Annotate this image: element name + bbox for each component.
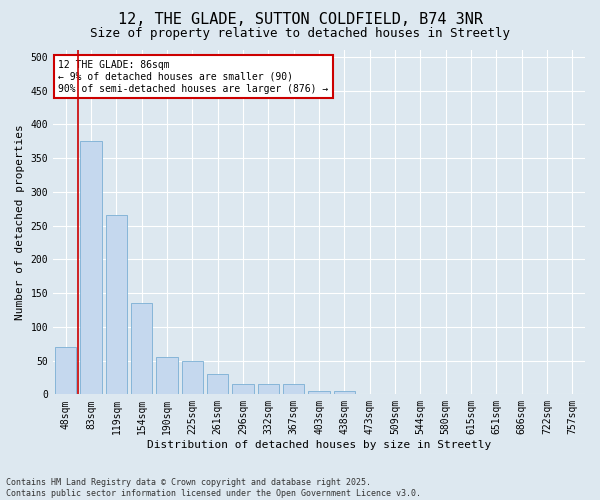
Text: 12, THE GLADE, SUTTON COLDFIELD, B74 3NR: 12, THE GLADE, SUTTON COLDFIELD, B74 3NR	[118, 12, 482, 28]
Bar	[182, 360, 203, 394]
Bar	[283, 384, 304, 394]
Text: Contains HM Land Registry data © Crown copyright and database right 2025.
Contai: Contains HM Land Registry data © Crown c…	[6, 478, 421, 498]
Bar	[80, 141, 102, 395]
Bar	[334, 391, 355, 394]
Bar	[207, 374, 229, 394]
Bar	[106, 216, 127, 394]
Text: 12 THE GLADE: 86sqm
← 9% of detached houses are smaller (90)
90% of semi-detache: 12 THE GLADE: 86sqm ← 9% of detached hou…	[58, 60, 329, 94]
Bar	[131, 303, 152, 394]
Text: Size of property relative to detached houses in Streetly: Size of property relative to detached ho…	[90, 28, 510, 40]
Bar	[308, 391, 330, 394]
Bar	[232, 384, 254, 394]
Bar	[257, 384, 279, 394]
Bar	[55, 347, 76, 395]
Y-axis label: Number of detached properties: Number of detached properties	[15, 124, 25, 320]
Bar	[156, 357, 178, 395]
X-axis label: Distribution of detached houses by size in Streetly: Distribution of detached houses by size …	[147, 440, 491, 450]
